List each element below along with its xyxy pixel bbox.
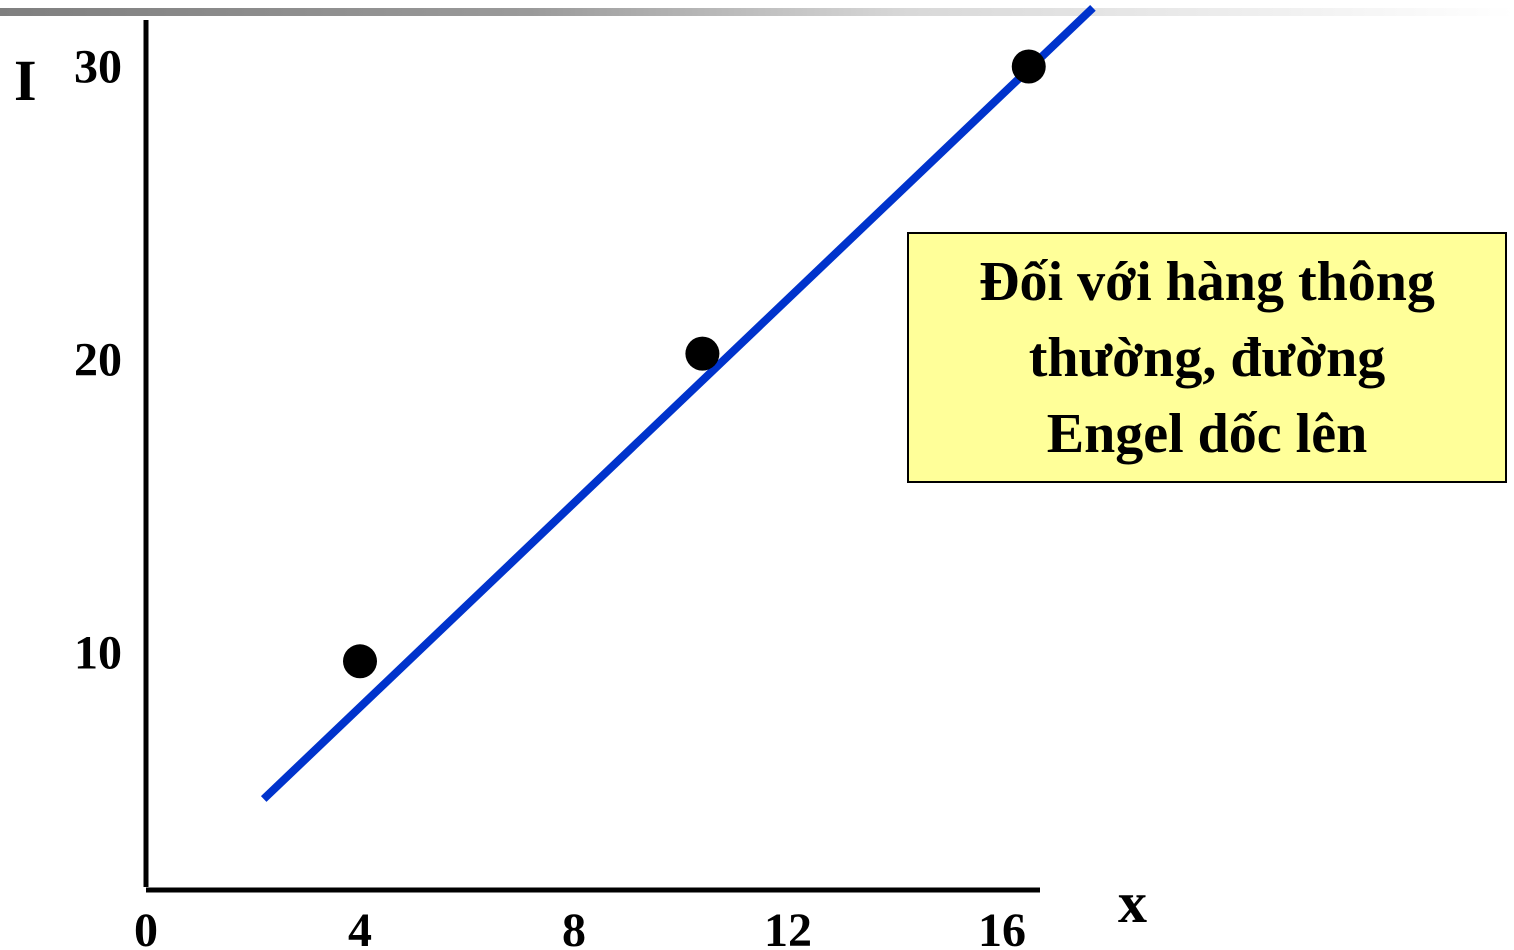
x-tick-label: 4 xyxy=(348,904,372,950)
x-axis-label: x xyxy=(1118,870,1147,935)
header-rule xyxy=(0,8,1514,16)
tick-labels: 0 4 8 12 16 10 20 30 xyxy=(74,41,1026,950)
annotation-line-3: Engel dốc lên xyxy=(1046,402,1368,465)
points-layer xyxy=(343,49,1046,679)
y-tick-label: 30 xyxy=(74,41,122,94)
engel-curve-line xyxy=(260,5,1096,802)
annotation-line-1: Đối với hàng thông xyxy=(979,250,1435,313)
y-tick-label: 20 xyxy=(74,334,122,387)
x-tick-label: 16 xyxy=(978,904,1026,950)
data-point-2 xyxy=(685,336,720,371)
annotation-text: Đối với hàng thông thường, đường Engel d… xyxy=(979,244,1435,472)
data-point-1 xyxy=(343,644,377,679)
x-tick-label: 0 xyxy=(134,904,158,950)
y-tick-label: 10 xyxy=(74,627,122,680)
data-point-3 xyxy=(1011,49,1046,84)
annotation-line-2: thường, đường xyxy=(1028,326,1386,389)
series-layer xyxy=(260,5,1096,802)
axes xyxy=(143,20,1040,893)
y-axis-label: I xyxy=(14,48,37,113)
annotation-box: Đối với hàng thông thường, đường Engel d… xyxy=(907,232,1507,483)
x-tick-label: 8 xyxy=(562,904,586,950)
x-tick-label: 12 xyxy=(764,904,812,950)
